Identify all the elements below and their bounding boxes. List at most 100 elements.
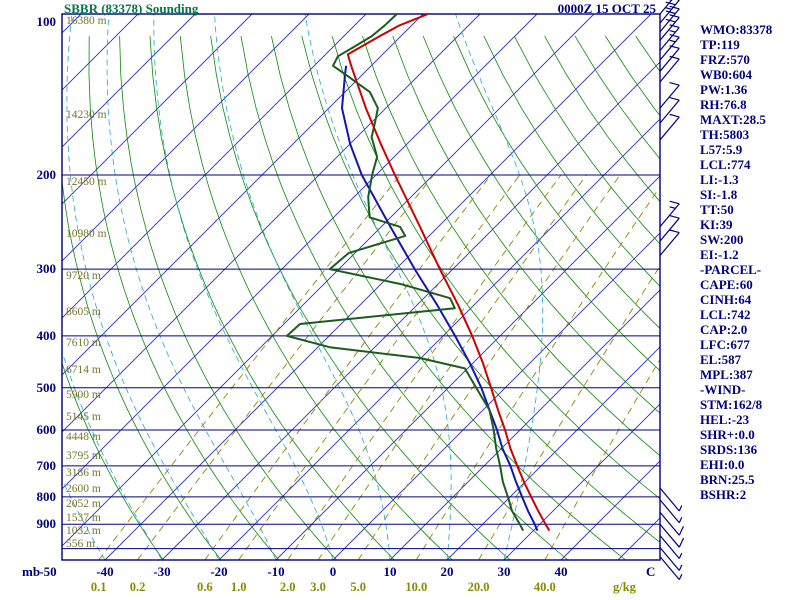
- background-grid: [62, 14, 660, 560]
- mixing-ratio-tick-label: 2.0: [279, 580, 296, 594]
- wind-barb: [659, 523, 680, 548]
- wind-barb-tick: [669, 229, 680, 234]
- index-line: WMO:83378: [700, 22, 773, 37]
- height-label: 3795 m: [66, 449, 101, 462]
- index-line: EI:-1.2: [700, 247, 739, 262]
- station-title: SBBR (83378) Sounding: [64, 1, 199, 16]
- wind-barb-halftick: [669, 206, 676, 209]
- isotherm-line: [218, 118, 660, 560]
- isotherm-line: [62, 14, 196, 148]
- temperature-tick-label: -30: [153, 564, 171, 579]
- index-line: EHI:0.0: [700, 457, 745, 472]
- index-line: CAPE:60: [700, 277, 753, 292]
- index-line: SHR+:0.0: [700, 427, 755, 442]
- pressure-tick-label: 400: [36, 327, 57, 343]
- isotherm-line: [503, 403, 660, 560]
- wind-barb: [659, 556, 680, 581]
- wind-barb: [659, 0, 673, 15]
- index-line: SI:-1.8: [700, 187, 738, 202]
- mixing-ratio-line: [98, 174, 401, 560]
- mixing-ratio-line: [415, 186, 660, 560]
- dry-adiabat-line: [149, 36, 395, 560]
- wind-barb: [659, 487, 680, 512]
- mixing-ratio-tick-label: 3.0: [310, 580, 326, 594]
- index-line: CAP:2.0: [700, 322, 748, 337]
- isotherm-line: [446, 346, 660, 560]
- index-line: LCL:774: [700, 157, 751, 172]
- height-label: 5145 m: [66, 410, 101, 423]
- moist-adiabat-line: [455, 14, 544, 560]
- mixing-ratio-tick-label: 5.0: [350, 580, 366, 594]
- isotherm-line: [62, 14, 310, 262]
- wind-barb-tick: [669, 113, 680, 118]
- dry-adiabat-line: [88, 36, 280, 560]
- index-line: KI:39: [700, 217, 733, 232]
- wind-barb-tick: [669, 200, 680, 205]
- mixing-ratio-line: [287, 174, 562, 560]
- index-line: -WIND-: [700, 382, 746, 397]
- pressure-tick-label: 700: [36, 457, 57, 473]
- mixing-ratio-tick-label: 20.0: [467, 580, 490, 594]
- dry-adiabat-line: [240, 36, 569, 560]
- mixing-ratio-tick-label: 40.0: [533, 580, 556, 594]
- index-line: TT:50: [700, 202, 734, 217]
- index-line: LCL:742: [700, 307, 751, 322]
- isotherm-line: [275, 175, 660, 560]
- mixing-ratio-tick-label: 1.0: [230, 580, 247, 594]
- height-label: 1537 m: [66, 511, 101, 524]
- index-line: MPL:387: [700, 367, 753, 382]
- wind-barb: [659, 203, 680, 228]
- dry-adiabat-line: [271, 36, 626, 560]
- moist-adiabat-line: [66, 14, 220, 560]
- wind-barb-tick: [665, 18, 676, 23]
- dry-adiabat-line: [392, 35, 660, 414]
- dry-adiabat-line: [331, 35, 660, 500]
- plot-frame: [61, 13, 661, 561]
- temperature-tick-label: -40: [96, 564, 114, 579]
- dry-adiabat-line: [453, 35, 660, 329]
- index-line: SRDS:136: [700, 442, 758, 457]
- isotherm-line: [62, 14, 538, 490]
- isotherm-line: [62, 14, 595, 547]
- wind-barb: [659, 58, 680, 83]
- mixing-ratio-line: [137, 174, 434, 560]
- wind-barb-halftick: [678, 552, 683, 559]
- pressure-tick-label: 500: [36, 379, 57, 395]
- moist-adiabat-line: [62, 350, 163, 560]
- wetbulb-parcel-trace: [341, 65, 539, 531]
- dry-adiabat-line: [362, 35, 660, 457]
- wind-barb-tick: [669, 5, 680, 10]
- height-label: 14230 m: [66, 109, 107, 122]
- mixing-ratio-tick-label: 10.0: [405, 580, 428, 594]
- mixing-ratio-line: [544, 358, 660, 560]
- mixing-ratio-tick-label: 0.1: [90, 580, 107, 594]
- wind-barb-halftick: [678, 505, 683, 512]
- isotherm-line: [104, 14, 652, 560]
- mixing-ratio-line: [357, 174, 621, 560]
- dry-adiabat-line: [62, 362, 164, 560]
- wind-barb: [659, 511, 680, 536]
- pressure-tick-label: 300: [36, 261, 57, 277]
- wind-barb: [659, 535, 680, 559]
- index-line: FRZ:570: [700, 52, 750, 67]
- temperature-tick-label: 40: [554, 564, 568, 579]
- wind-barb: [659, 547, 680, 571]
- dry-adiabat-line: [179, 36, 453, 560]
- wind-barb-tick: [669, 96, 680, 101]
- isotherm-line: [62, 14, 424, 376]
- isotherm-line: [389, 289, 660, 560]
- wind-barb-tick: [669, 14, 680, 18]
- dewpoint-trace: [285, 14, 525, 532]
- temperature-tick-label: 20: [440, 564, 454, 579]
- index-line: -PARCEL-: [700, 262, 762, 277]
- dry-adiabat-line: [422, 35, 660, 372]
- wind-barb-halftick: [669, 39, 676, 43]
- wind-barb-tick: [669, 215, 680, 219]
- height-label: 7610 m: [66, 336, 101, 349]
- dry-adiabat-line: [62, 176, 222, 560]
- moist-adiabat-line: [304, 14, 452, 560]
- wind-barb: [659, 27, 680, 51]
- wind-barb: [659, 47, 680, 72]
